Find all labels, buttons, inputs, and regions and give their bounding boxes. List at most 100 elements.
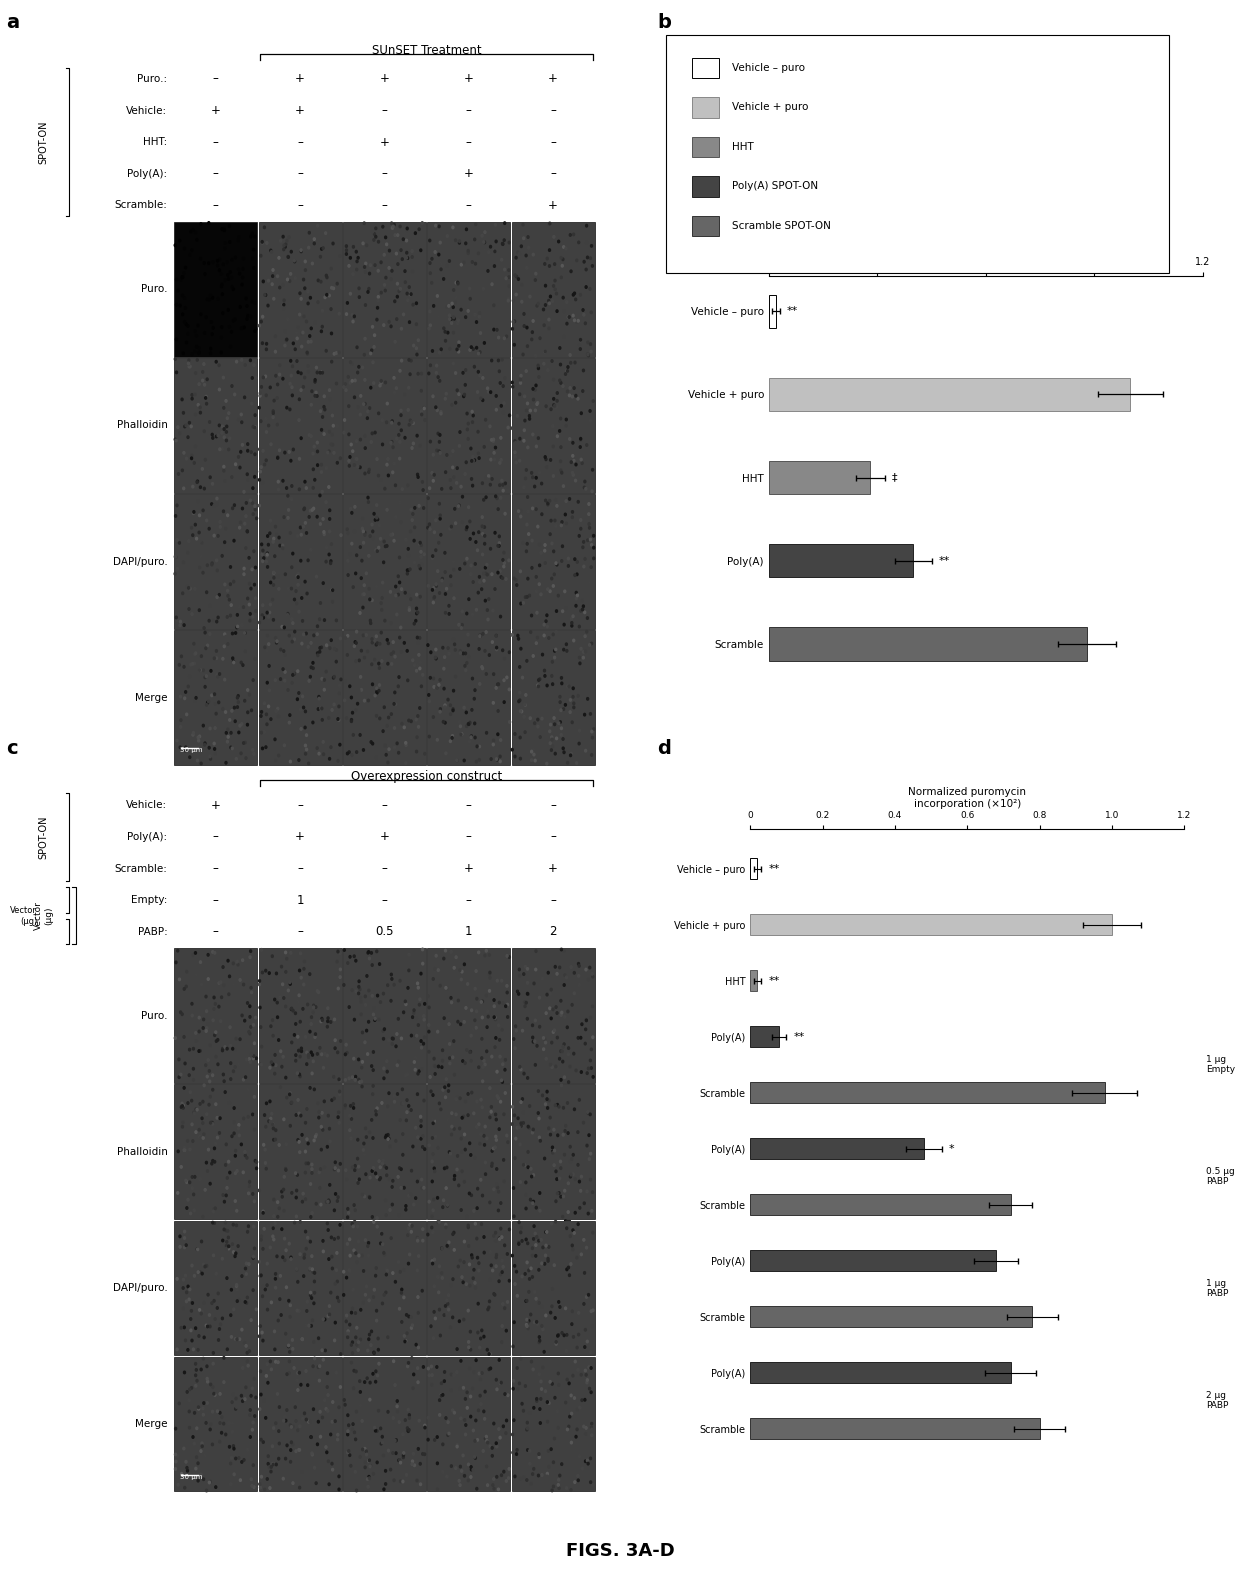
Text: Puro.: Puro. <box>141 284 167 294</box>
Text: +: + <box>464 73 474 85</box>
Bar <box>769 627 1087 660</box>
Bar <box>769 295 776 328</box>
Text: –: – <box>551 799 556 812</box>
Text: –: – <box>213 894 218 906</box>
Text: –: – <box>213 831 218 843</box>
Text: Vehicle:: Vehicle: <box>126 106 167 115</box>
Text: *: * <box>949 1143 955 1154</box>
Text: –: – <box>298 862 303 875</box>
Text: ‡: ‡ <box>892 472 898 483</box>
Bar <box>750 1026 779 1047</box>
Text: Poly(A):: Poly(A): <box>128 832 167 842</box>
Text: Vector
(μg): Vector (μg) <box>33 902 53 930</box>
Text: Scramble SPOT-ON: Scramble SPOT-ON <box>732 221 831 231</box>
Text: Merge: Merge <box>135 1420 167 1429</box>
Text: 0.5 μg
PABP: 0.5 μg PABP <box>1205 1167 1235 1186</box>
Text: Vehicle + puro: Vehicle + puro <box>732 103 808 112</box>
Text: Merge: Merge <box>135 693 167 703</box>
Text: **: ** <box>769 864 780 873</box>
Text: b: b <box>657 13 671 32</box>
Text: –: – <box>466 199 471 212</box>
Text: 30 μm: 30 μm <box>180 747 202 753</box>
Text: **: ** <box>794 1031 805 1042</box>
Text: Puro.:: Puro.: <box>138 74 167 84</box>
Text: Poly(A) SPOT-ON: Poly(A) SPOT-ON <box>732 182 817 191</box>
Text: 2 μg
PABP: 2 μg PABP <box>1205 1391 1229 1410</box>
Text: 1: 1 <box>465 925 472 938</box>
X-axis label: Normalized puromycin
incorporation (×10²): Normalized puromycin incorporation (×10²… <box>908 788 1027 808</box>
Bar <box>750 1251 996 1271</box>
Text: +: + <box>548 73 558 85</box>
X-axis label: Normalized puromycin
incorporation (×10²): Normalized puromycin incorporation (×10²… <box>926 234 1045 256</box>
Text: +: + <box>548 862 558 875</box>
Bar <box>769 461 870 494</box>
Text: –: – <box>466 831 471 843</box>
Bar <box>750 1138 924 1159</box>
Bar <box>750 914 1112 935</box>
Text: –: – <box>551 831 556 843</box>
Text: +: + <box>295 73 305 85</box>
Text: SUnSET Treatment: SUnSET Treatment <box>372 44 481 57</box>
Text: –: – <box>298 199 303 212</box>
Text: +: + <box>211 799 221 812</box>
Text: –: – <box>213 199 218 212</box>
Text: –: – <box>213 925 218 938</box>
Text: 1: 1 <box>296 894 304 906</box>
Text: **: ** <box>769 976 780 985</box>
Text: +: + <box>379 136 389 148</box>
Text: –: – <box>213 862 218 875</box>
Text: +: + <box>295 831 305 843</box>
Text: Scramble:: Scramble: <box>114 201 167 210</box>
Bar <box>750 1306 1033 1328</box>
Text: –: – <box>382 199 387 212</box>
Text: –: – <box>551 167 556 180</box>
Text: –: – <box>382 894 387 906</box>
Text: c: c <box>6 739 17 758</box>
Text: DAPI/puro.: DAPI/puro. <box>113 1282 167 1293</box>
Text: Puro.: Puro. <box>141 1011 167 1020</box>
Text: DAPI/puro.: DAPI/puro. <box>113 556 167 567</box>
Text: –: – <box>466 104 471 117</box>
Text: Vector
(μg): Vector (μg) <box>10 906 37 925</box>
Bar <box>750 857 758 880</box>
Text: 30 μm: 30 μm <box>180 1473 202 1480</box>
Text: –: – <box>466 894 471 906</box>
Bar <box>750 1363 1011 1383</box>
Text: FIGS. 3A-D: FIGS. 3A-D <box>565 1543 675 1560</box>
Text: Phalloidin: Phalloidin <box>117 1146 167 1157</box>
Text: +: + <box>211 104 221 117</box>
Text: –: – <box>551 104 556 117</box>
Text: 2: 2 <box>549 925 557 938</box>
Text: **: ** <box>939 556 950 565</box>
Text: +: + <box>295 104 305 117</box>
Text: d: d <box>657 739 671 758</box>
Text: Poly(A):: Poly(A): <box>128 169 167 178</box>
Text: HHT:: HHT: <box>143 137 167 147</box>
Text: SPOT-ON: SPOT-ON <box>565 1213 574 1252</box>
Text: –: – <box>298 799 303 812</box>
Text: Vehicle – puro: Vehicle – puro <box>732 63 805 73</box>
Text: –: – <box>382 862 387 875</box>
Text: Vehicle:: Vehicle: <box>126 801 167 810</box>
Text: HHT: HHT <box>732 142 754 152</box>
Text: +: + <box>379 73 389 85</box>
Text: SPOT-ON: SPOT-ON <box>565 583 574 622</box>
Bar <box>750 1082 1105 1104</box>
Text: Scramble:: Scramble: <box>114 864 167 873</box>
Bar <box>750 970 758 992</box>
Text: –: – <box>466 799 471 812</box>
Text: –: – <box>213 73 218 85</box>
Text: –: – <box>213 136 218 148</box>
Text: **: ** <box>787 306 799 316</box>
Text: –: – <box>213 167 218 180</box>
Bar <box>750 1418 1039 1440</box>
Text: –: – <box>298 136 303 148</box>
Text: +: + <box>464 862 474 875</box>
Text: 0.5: 0.5 <box>376 925 393 938</box>
Bar <box>769 377 1131 411</box>
Text: –: – <box>551 136 556 148</box>
Text: –: – <box>298 167 303 180</box>
Text: a: a <box>6 13 20 32</box>
Text: –: – <box>298 925 303 938</box>
Text: –: – <box>466 136 471 148</box>
